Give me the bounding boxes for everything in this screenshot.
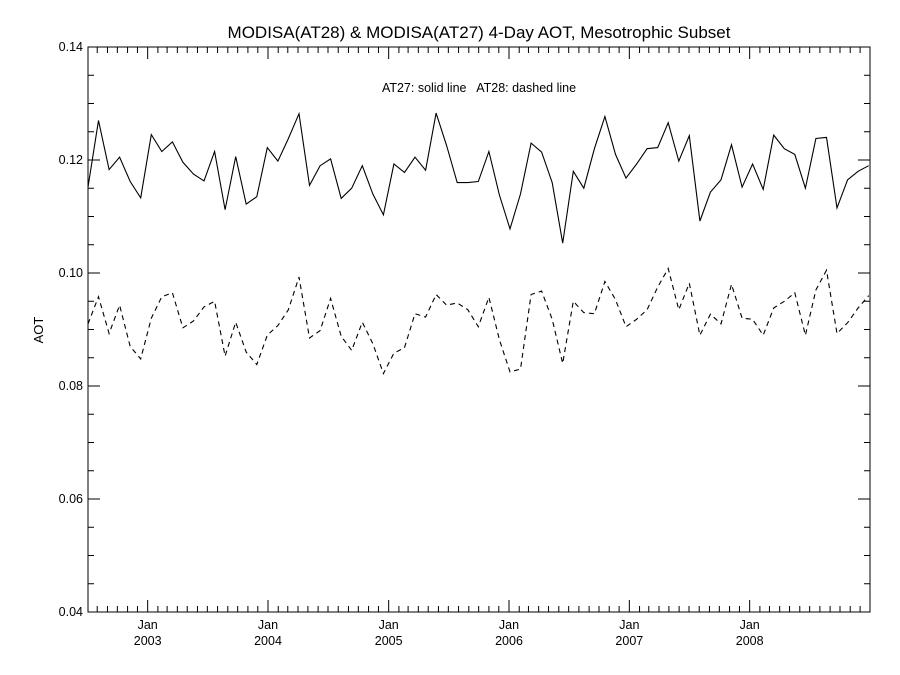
x-tick-month-label: Jan [138,618,158,632]
x-tick-year-label: 2005 [375,634,403,648]
series-at28-line [87,267,870,375]
y-tick-label: 0.04 [59,605,83,619]
legend-annotation: AT27: solid line AT28: dashed line [382,81,576,95]
x-tick-month-label: Jan [379,618,399,632]
x-tick-year-label: 2006 [495,634,523,648]
x-tick-month-label: Jan [258,618,278,632]
y-axis-label: AOT [31,317,46,344]
y-tick-label: 0.06 [59,492,83,506]
x-tick-month-label: Jan [619,618,639,632]
plot-frame [87,46,871,613]
series-at27-line [87,111,869,244]
x-tick-year-label: 2004 [254,634,282,648]
series-layer [87,111,870,375]
x-axis-ticks: Jan 2003 Jan 2004 Jan 2005 Jan 2006 Jan 2007 Jan 20… [96,47,861,648]
x-tick-year-label: 2007 [615,634,643,648]
y-tick-label: 0.14 [59,40,83,54]
x-tick-month-label: Jan [499,618,519,632]
x-tick-year-label: 2008 [736,634,764,648]
chart-title: MODISA(AT28) & MODISA(AT27) 4-Day AOT, M… [228,23,731,42]
y-tick-label: 0.08 [59,379,83,393]
y-tick-label: 0.10 [59,266,83,280]
y-axis-ticks: 0.04 0.06 0.08 0.10 0.12 0.14 [59,40,870,619]
x-tick-month-label: Jan [740,618,760,632]
x-tick-year-label: 2003 [134,634,162,648]
y-tick-label: 0.12 [59,153,83,167]
